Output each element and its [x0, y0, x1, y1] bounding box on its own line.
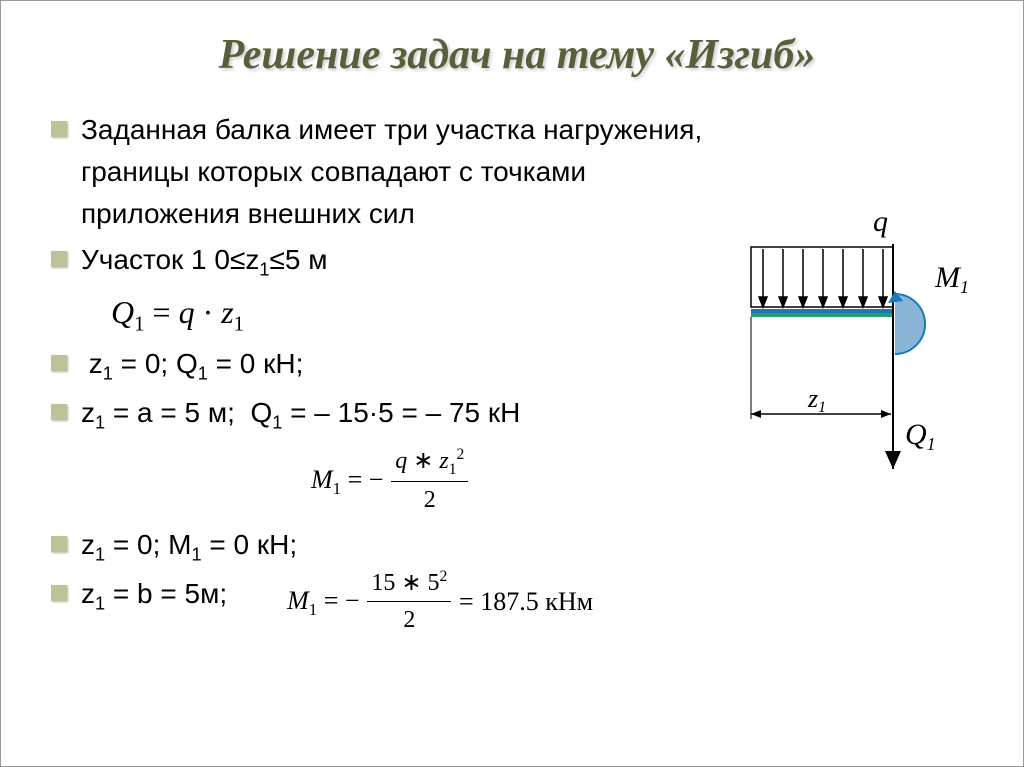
- m1-label: M1: [934, 261, 969, 297]
- slide: Решение задач на тему «Изгиб» Заданная б…: [0, 0, 1024, 767]
- bullet-text-2: Участок 1 0≤z1≤5 м: [81, 239, 327, 284]
- bullet-text-6: z1 = b = 5м;: [81, 573, 227, 618]
- slide-title: Решение задач на тему «Изгиб»: [51, 31, 983, 79]
- bullet-text-3: z1 = 0; Q1 = 0 кН;: [81, 343, 303, 388]
- beam-diagram: q: [723, 209, 973, 489]
- bullet-text-5: z1 = 0; M1 = 0 кН;: [81, 524, 297, 569]
- diagram-svg: q: [723, 209, 973, 489]
- formula-m2: M1 = − 15 ∗ 52 2 = 187.5 кНм: [287, 565, 593, 638]
- q1-label: Q1: [905, 418, 936, 454]
- beam-green: [751, 313, 893, 317]
- bullet-icon: [51, 355, 67, 371]
- bullet-icon: [51, 121, 67, 137]
- bullet-icon: [51, 536, 67, 552]
- moment-arc: [895, 294, 925, 354]
- z1-label: z1: [807, 384, 826, 416]
- load-arrows: [759, 249, 887, 307]
- q1-arrow: [885, 451, 901, 469]
- content-area: Заданная балка имеет три участка нагруже…: [51, 109, 983, 638]
- bullet-text-4: z1 = a = 5 м; Q1 = – 15·5 = – 75 кН: [81, 392, 520, 437]
- bullet-6: z1 = b = 5м; M1 = − 15 ∗ 52 2 = 187.5 кН…: [51, 573, 983, 638]
- bullet-icon: [51, 251, 67, 267]
- bullet-icon: [51, 404, 67, 420]
- bullet-5: z1 = 0; M1 = 0 кН;: [51, 524, 983, 569]
- bullet-text-1: Заданная балка имеет три участка нагруже…: [81, 109, 721, 235]
- bullet-icon: [51, 585, 67, 601]
- q-label: q: [873, 209, 888, 238]
